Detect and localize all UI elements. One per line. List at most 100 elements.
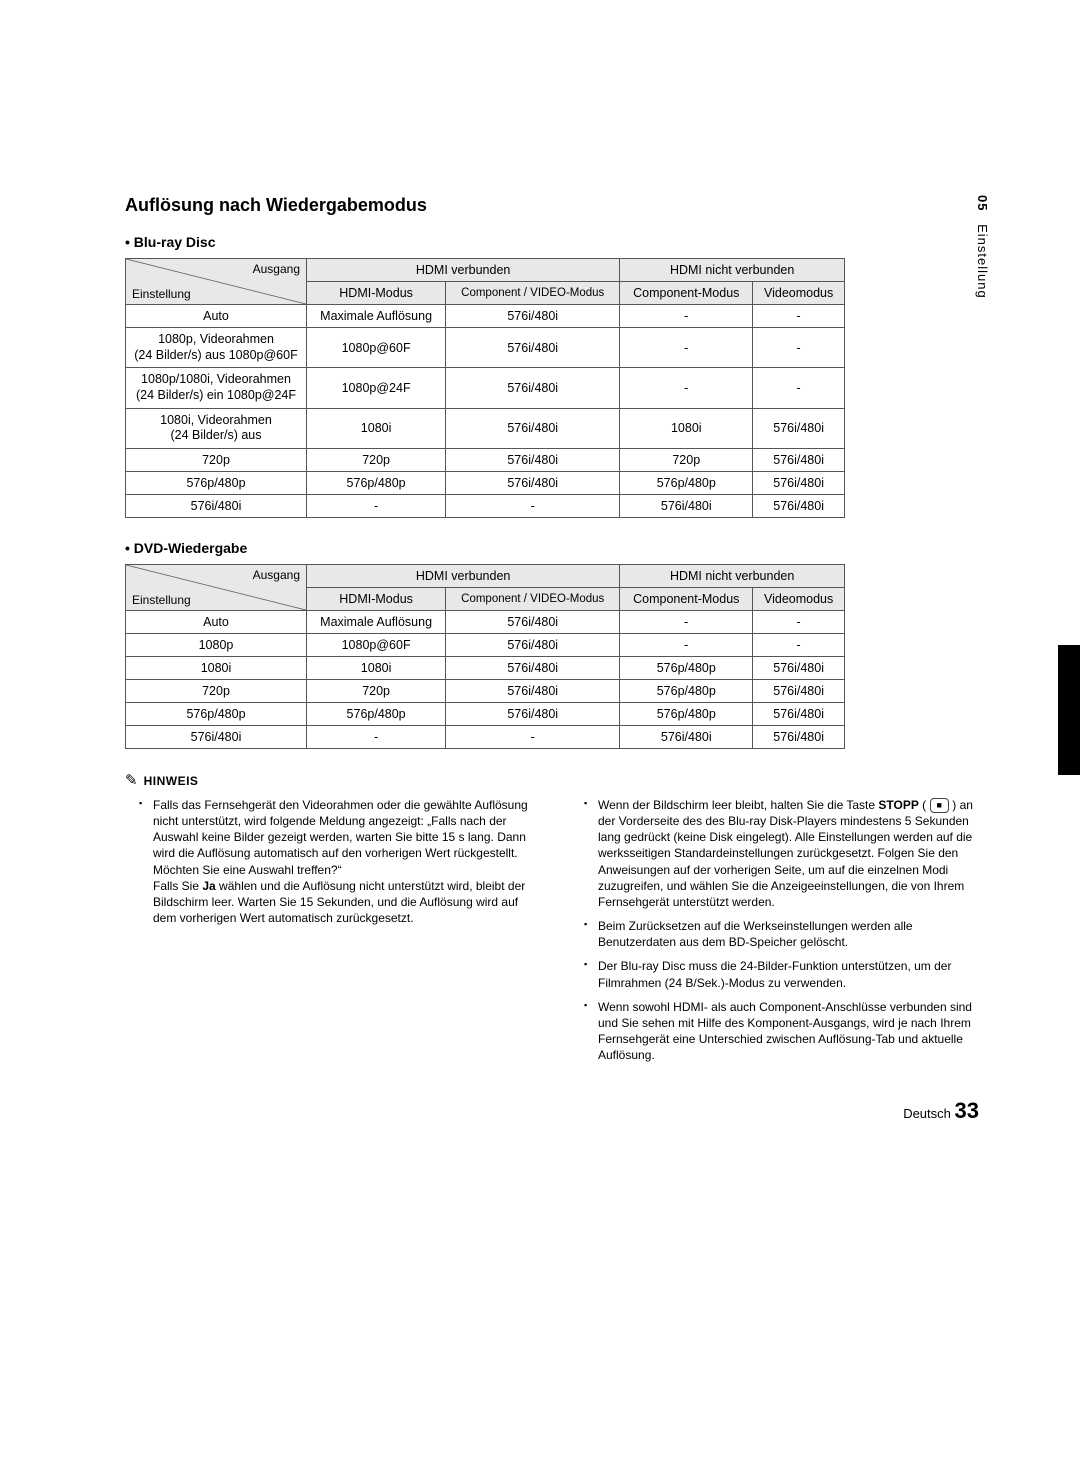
cell: -: [620, 610, 753, 633]
cell-line: (24 Bilder/s) aus 1080p@60F: [134, 348, 297, 362]
cell: 720p: [307, 448, 446, 471]
cell: 1080p@24F: [307, 368, 446, 408]
col-header: HDMI-Modus: [307, 282, 446, 305]
thumb-index: [1058, 645, 1080, 775]
cell: 1080p, Videorahmen(24 Bilder/s) aus 1080…: [126, 328, 307, 368]
notes-columns: Falls das Fernsehgerät den Videorahmen o…: [125, 797, 985, 1072]
footer-page: 33: [955, 1098, 979, 1123]
table-row: 1080i, Videorahmen(24 Bilder/s) aus 1080…: [126, 408, 845, 448]
table1-caption: Blu-ray Disc: [125, 234, 985, 250]
cell: 1080p@60F: [307, 633, 446, 656]
note-item: Wenn der Bildschirm leer bleibt, halten …: [598, 797, 985, 910]
cell: -: [620, 633, 753, 656]
col-header: Videomodus: [753, 282, 845, 305]
hinweis-label: HINWEIS: [144, 774, 199, 788]
col-header: Component / VIDEO-Modus: [446, 282, 620, 305]
cell: -: [620, 305, 753, 328]
cell: -: [620, 368, 753, 408]
col-header: Component-Modus: [620, 587, 753, 610]
dvd-table: Ausgang Einstellung HDMI verbunden HDMI …: [125, 564, 845, 749]
cell-line: (24 Bilder/s) ein 1080p@24F: [136, 388, 296, 402]
cell: -: [753, 328, 845, 368]
cell: 576i/480i: [446, 702, 620, 725]
cell: 576p/480p: [307, 471, 446, 494]
diag-output-label: Ausgang: [253, 568, 300, 582]
diag-output-label: Ausgang: [253, 262, 300, 276]
cell: -: [307, 494, 446, 517]
note-text: Wenn der Bildschirm leer bleibt, halten …: [598, 798, 878, 812]
col-header: HDMI nicht verbunden: [620, 564, 845, 587]
diagonal-header: Ausgang Einstellung: [126, 259, 307, 305]
note-text: an der Vorderseite des des Blu-ray Disk-…: [598, 798, 973, 909]
cell: 1080p/1080i, Videorahmen(24 Bilder/s) ei…: [126, 368, 307, 408]
table-row: 1080p/1080i, Videorahmen(24 Bilder/s) ei…: [126, 368, 845, 408]
cell: 576i/480i: [753, 702, 845, 725]
cell: 720p: [620, 448, 753, 471]
table-row: Auto Maximale Auflösung 576i/480i - -: [126, 610, 845, 633]
cell: 576i/480i: [620, 494, 753, 517]
col-header: HDMI verbunden: [307, 564, 620, 587]
cell: Auto: [126, 305, 307, 328]
cell: -: [446, 725, 620, 748]
col-header: Component / VIDEO-Modus: [446, 587, 620, 610]
cell: 576i/480i: [753, 679, 845, 702]
bluray-table: Ausgang Einstellung HDMI verbunden HDMI …: [125, 258, 845, 518]
cell: 576i/480i: [126, 725, 307, 748]
cell: 576p/480p: [307, 702, 446, 725]
cell: -: [753, 305, 845, 328]
cell: 576i/480i: [753, 725, 845, 748]
table2-caption: DVD-Wiedergabe: [125, 540, 985, 556]
col-header: Videomodus: [753, 587, 845, 610]
stop-button-icon: ■: [930, 798, 949, 813]
cell: 1080i: [307, 656, 446, 679]
cell: 1080i: [307, 408, 446, 448]
note-item: Der Blu-ray Disc muss die 24-Bilder-Funk…: [598, 958, 985, 990]
cell: 720p: [126, 448, 307, 471]
footer-lang: Deutsch: [903, 1106, 951, 1121]
cell: 576p/480p: [620, 656, 753, 679]
note-bold: STOPP: [878, 798, 918, 812]
chapter-number: 05: [975, 195, 990, 211]
table-row: 1080i 1080i 576i/480i 576p/480p 576i/480…: [126, 656, 845, 679]
cell: 576p/480p: [620, 702, 753, 725]
cell: 576i/480i: [753, 471, 845, 494]
cell: Auto: [126, 610, 307, 633]
table-row: 576p/480p 576p/480p 576i/480i 576p/480p …: [126, 471, 845, 494]
chapter-label: Einstellung: [975, 224, 990, 299]
notes-right-col: Wenn der Bildschirm leer bleibt, halten …: [570, 797, 985, 1072]
cell: 1080i: [126, 656, 307, 679]
table-row: 576i/480i - - 576i/480i 576i/480i: [126, 725, 845, 748]
col-header: HDMI nicht verbunden: [620, 259, 845, 282]
cell: 1080p: [126, 633, 307, 656]
table-row: 720p 720p 576i/480i 720p 576i/480i: [126, 448, 845, 471]
cell: 576i/480i: [446, 368, 620, 408]
cell: 576i/480i: [753, 448, 845, 471]
side-tab: 05 Einstellung: [975, 195, 990, 299]
diag-setting-label: Einstellung: [132, 593, 191, 607]
cell: -: [753, 368, 845, 408]
notes-left-col: Falls das Fernsehgerät den Videorahmen o…: [125, 797, 540, 1072]
cell: 576i/480i: [446, 305, 620, 328]
cell: 576i/480i: [446, 656, 620, 679]
cell: Maximale Auflösung: [307, 305, 446, 328]
table-row: 1080p, Videorahmen(24 Bilder/s) aus 1080…: [126, 328, 845, 368]
col-header: Component-Modus: [620, 282, 753, 305]
cell-line: (24 Bilder/s) aus: [170, 428, 261, 442]
cell: 576i/480i: [753, 494, 845, 517]
note-item: Wenn sowohl HDMI- als auch Component-Ans…: [598, 999, 985, 1064]
table-row: 576p/480p 576p/480p 576i/480i 576p/480p …: [126, 702, 845, 725]
cell: 576i/480i: [126, 494, 307, 517]
cell: 720p: [307, 679, 446, 702]
cell: -: [446, 494, 620, 517]
cell: 720p: [126, 679, 307, 702]
cell: 576p/480p: [620, 471, 753, 494]
hinweis-heading: ✎ HINWEIS: [125, 771, 985, 789]
cell: 576i/480i: [446, 633, 620, 656]
cell: -: [753, 633, 845, 656]
manual-page: 05 Einstellung Auflösung nach Wiedergabe…: [0, 0, 1080, 1184]
cell: 576p/480p: [126, 471, 307, 494]
page-footer: Deutsch 33: [125, 1098, 985, 1124]
cell: -: [307, 725, 446, 748]
table-row: 720p 720p 576i/480i 576p/480p 576i/480i: [126, 679, 845, 702]
note-item: Beim Zurücksetzen auf die Werkseinstellu…: [598, 918, 985, 950]
